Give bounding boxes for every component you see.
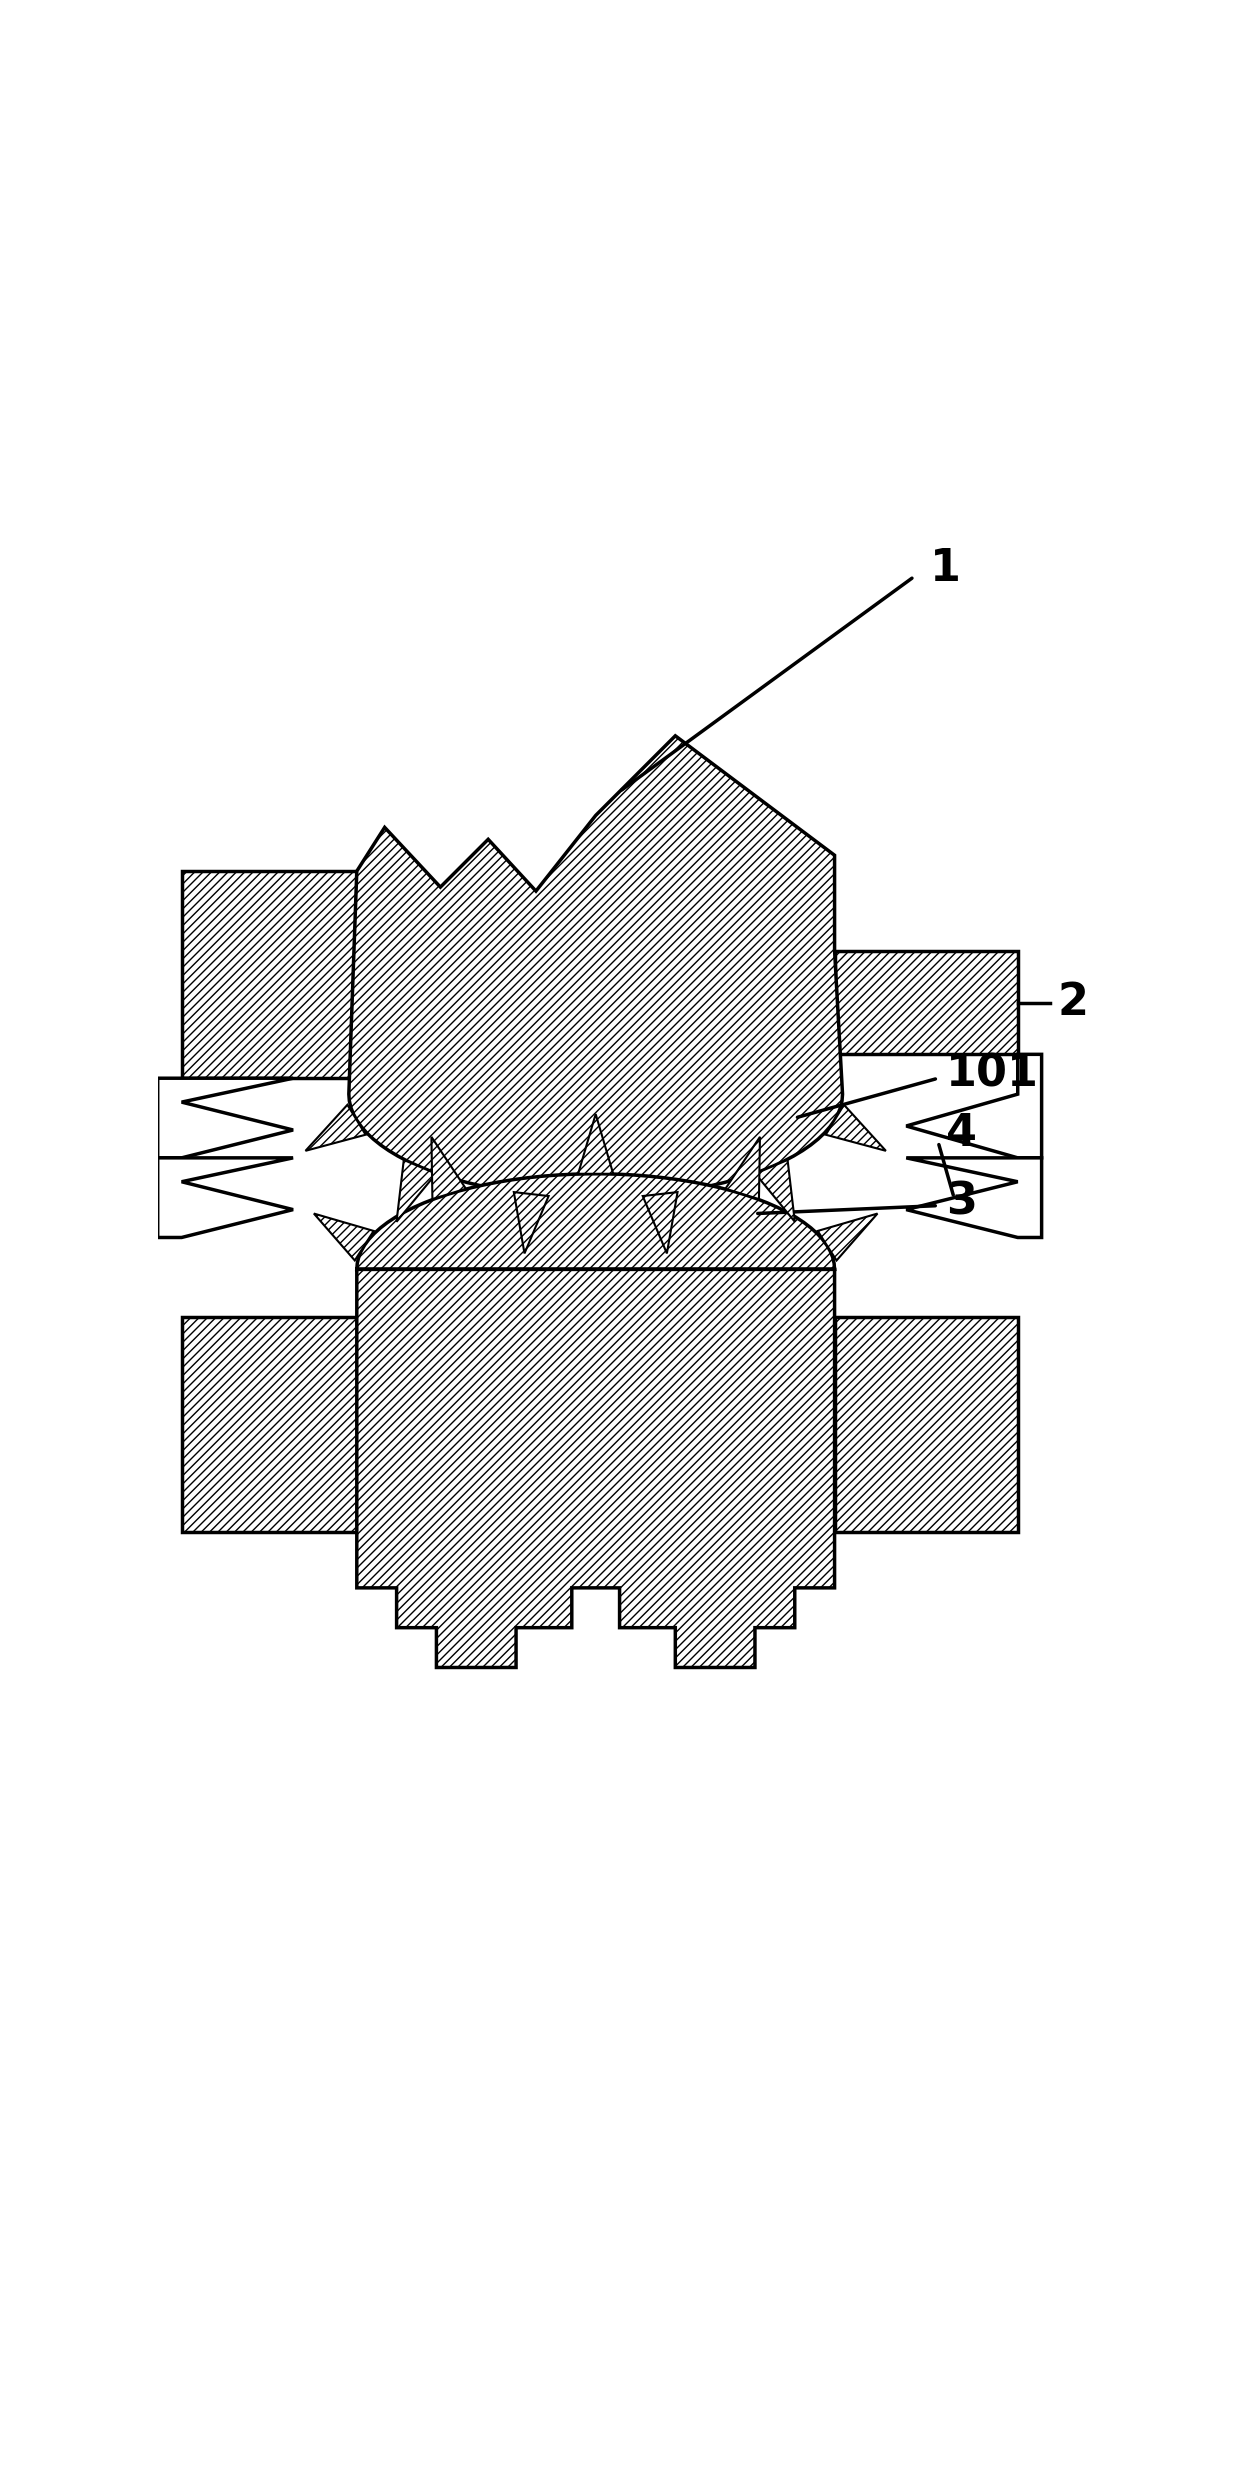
Polygon shape	[755, 1159, 795, 1221]
Polygon shape	[826, 1104, 885, 1152]
Polygon shape	[835, 1318, 1018, 1531]
Polygon shape	[642, 1191, 677, 1253]
Polygon shape	[906, 1055, 1042, 1157]
Polygon shape	[513, 1191, 548, 1253]
Polygon shape	[397, 1159, 436, 1221]
Polygon shape	[181, 871, 357, 1077]
Polygon shape	[314, 1214, 373, 1261]
Polygon shape	[181, 1318, 357, 1531]
Text: 2: 2	[1058, 980, 1089, 1025]
Polygon shape	[357, 1174, 835, 1668]
Polygon shape	[432, 1137, 466, 1199]
Polygon shape	[835, 951, 1018, 1055]
Polygon shape	[906, 1157, 1042, 1239]
Text: 1: 1	[930, 546, 961, 591]
Polygon shape	[578, 1114, 614, 1174]
Text: 4: 4	[946, 1112, 977, 1157]
Text: 3: 3	[946, 1179, 977, 1224]
Polygon shape	[157, 1157, 293, 1239]
Polygon shape	[157, 1077, 293, 1157]
Polygon shape	[305, 1104, 366, 1152]
Text: 101: 101	[946, 1052, 1039, 1095]
Polygon shape	[348, 735, 842, 1199]
Polygon shape	[725, 1137, 760, 1199]
Polygon shape	[817, 1214, 878, 1261]
